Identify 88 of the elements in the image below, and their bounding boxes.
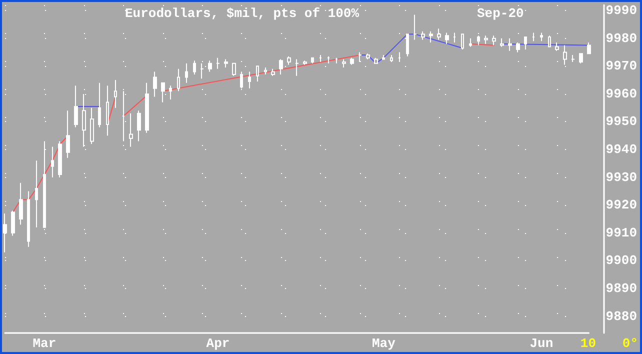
candlestick <box>145 82 149 134</box>
x-tick-label: Mar <box>32 336 56 351</box>
candlestick <box>35 160 38 228</box>
candlestick <box>137 110 141 142</box>
x-tick-label: Apr <box>206 336 230 351</box>
candlestick <box>185 62 188 84</box>
candlestick <box>492 35 496 46</box>
candlestick <box>193 60 196 75</box>
candlestick <box>279 58 283 75</box>
candlestick <box>66 110 70 158</box>
candlestick <box>453 32 456 44</box>
candlestick <box>114 80 117 108</box>
chart-title: Eurodollars, $mil, pts of 100% <box>125 6 360 21</box>
candlestick <box>469 38 472 48</box>
candlestick <box>445 32 449 44</box>
candlestick <box>11 210 15 236</box>
candlestick <box>532 32 535 42</box>
y-tick-label: 9940 <box>606 142 638 158</box>
candlestick <box>335 57 338 64</box>
candlestick <box>390 54 393 62</box>
candlestick <box>429 30 433 44</box>
text: 10 <box>580 336 596 351</box>
candlestick <box>508 38 512 52</box>
candlestick <box>563 44 567 66</box>
y-tick-label: 9890 <box>606 281 638 296</box>
candlestick <box>571 54 575 62</box>
y-tick-label: 9920 <box>606 198 638 213</box>
candlestick <box>208 60 212 72</box>
candlestick <box>153 71 157 98</box>
candlestick <box>98 82 101 128</box>
candlestick <box>224 58 228 68</box>
candlestick <box>264 67 267 75</box>
candlestick <box>319 54 322 62</box>
candlestick <box>256 66 259 82</box>
candlestick <box>271 68 275 76</box>
y-tick-label: 9930 <box>606 170 638 185</box>
y-tick-label: 9880 <box>606 308 638 324</box>
candlestick <box>200 62 204 80</box>
candlestick <box>342 58 346 68</box>
candlestick <box>421 30 425 40</box>
candlestick <box>161 82 165 103</box>
candlestick <box>413 14 417 40</box>
y-tick-label: 9990 <box>606 3 638 18</box>
candlestick <box>366 53 370 60</box>
line-series <box>360 34 464 64</box>
candlestick <box>216 57 220 70</box>
candlestick <box>295 58 299 76</box>
candlestick <box>169 85 172 100</box>
chart-subtitle: Sep-20 <box>477 6 524 21</box>
candlestick <box>382 54 385 60</box>
x-tick-label: Jun <box>530 336 554 351</box>
candlestick <box>579 53 583 64</box>
candlestick <box>374 57 378 64</box>
candlestick <box>548 35 551 48</box>
candlestick <box>90 107 94 144</box>
candlestick <box>327 56 330 64</box>
candlestick <box>287 56 291 66</box>
y-tick-label: 9970 <box>606 58 638 74</box>
candlestick <box>74 85 78 128</box>
y-tick-label: 9960 <box>606 86 638 102</box>
text: 0° <box>622 336 638 351</box>
y-tick-label: 9900 <box>606 253 638 268</box>
candlestick <box>311 57 314 64</box>
candlestick <box>350 57 354 66</box>
candlestick <box>461 34 464 50</box>
candlestick <box>177 68 180 92</box>
y-tick-label: 9950 <box>606 114 638 130</box>
candlestick <box>524 36 527 50</box>
candlestick <box>232 62 236 76</box>
candlestick <box>106 85 109 136</box>
candlestick <box>58 140 62 178</box>
candlestick <box>27 190 30 248</box>
x-tick-label: May <box>372 336 396 351</box>
candlestick <box>129 112 133 148</box>
y-tick-label: 9910 <box>606 225 638 240</box>
candlestick <box>248 71 251 89</box>
candlestick <box>484 35 488 44</box>
candlestick <box>500 38 504 48</box>
y-tick-label: 9980 <box>606 30 638 46</box>
candlestick <box>51 146 54 178</box>
line-series <box>12 135 69 213</box>
candlestick <box>540 32 543 42</box>
candlestick <box>19 182 23 226</box>
candlestick <box>303 60 307 66</box>
candlestick <box>587 42 591 54</box>
candlestick <box>516 42 520 53</box>
candlestick <box>555 42 559 52</box>
candlestick <box>398 52 401 62</box>
